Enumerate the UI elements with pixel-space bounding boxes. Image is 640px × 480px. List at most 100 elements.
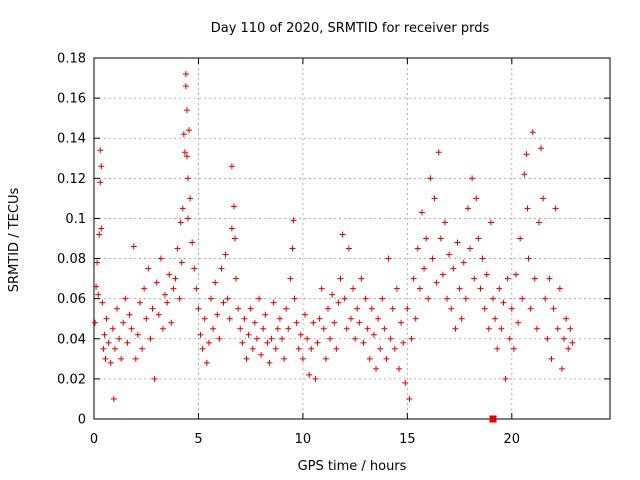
data-point xyxy=(207,295,214,302)
data-point xyxy=(182,83,189,90)
data-point xyxy=(306,371,313,378)
data-point xyxy=(481,305,488,312)
data-point xyxy=(99,299,106,306)
data-point xyxy=(524,205,531,212)
data-point xyxy=(377,345,384,352)
data-point xyxy=(98,225,105,232)
data-point xyxy=(429,255,436,262)
data-point xyxy=(185,175,192,182)
data-point xyxy=(452,325,459,332)
data-point xyxy=(181,149,188,156)
data-point xyxy=(410,275,417,282)
data-point xyxy=(444,295,451,302)
data-point xyxy=(421,265,428,272)
data-point xyxy=(437,235,444,242)
data-point xyxy=(519,295,526,302)
data-point xyxy=(174,245,181,252)
data-point xyxy=(454,239,461,246)
data-point xyxy=(462,295,469,302)
y-tick-label: 0.18 xyxy=(57,52,86,67)
data-point xyxy=(521,171,528,178)
data-point xyxy=(283,305,290,312)
data-point xyxy=(490,295,497,302)
data-point xyxy=(335,299,342,306)
data-point xyxy=(525,255,532,262)
data-point xyxy=(222,251,229,258)
data-point xyxy=(179,205,186,212)
data-point xyxy=(232,235,239,242)
data-point xyxy=(467,245,474,252)
data-point xyxy=(412,315,419,322)
data-point xyxy=(245,331,252,338)
data-point xyxy=(132,355,139,362)
data-point xyxy=(268,335,275,342)
data-point xyxy=(425,295,432,302)
data-point xyxy=(180,131,187,138)
data-point xyxy=(113,305,120,312)
data-point xyxy=(176,295,183,302)
data-point xyxy=(502,375,509,382)
y-tick-label: 0.04 xyxy=(57,332,86,347)
data-point xyxy=(195,305,202,312)
data-point xyxy=(379,295,386,302)
data-point xyxy=(253,335,260,342)
data-point xyxy=(182,71,189,78)
data-point xyxy=(97,179,104,186)
data-point xyxy=(130,243,137,250)
data-point xyxy=(533,325,540,332)
data-point xyxy=(116,335,123,342)
data-point xyxy=(393,285,400,292)
data-point xyxy=(368,305,375,312)
x-tick-label: 15 xyxy=(399,432,416,447)
data-point xyxy=(373,365,380,372)
data-point xyxy=(147,335,154,342)
data-point xyxy=(471,275,478,282)
data-point xyxy=(155,311,162,318)
data-point xyxy=(289,245,296,252)
data-point xyxy=(128,325,135,332)
data-point xyxy=(402,379,409,386)
data-point xyxy=(381,325,388,332)
data-point xyxy=(308,345,315,352)
data-point xyxy=(183,153,190,160)
data-point xyxy=(494,345,501,352)
data-point xyxy=(314,339,321,346)
axis-ticks: 0 0.02 0.04 0.06 0.08 0.1 0.12 0.14 0.16 0.18 0 5 10… xyxy=(57,52,610,447)
data-point xyxy=(97,147,104,154)
data-point xyxy=(316,315,323,322)
y-tick-label: 0.08 xyxy=(57,252,86,267)
data-point xyxy=(512,271,519,278)
data-point xyxy=(92,319,99,326)
data-point xyxy=(304,335,311,342)
data-point xyxy=(565,345,572,352)
data-point xyxy=(400,339,407,346)
data-point xyxy=(266,359,273,366)
data-point xyxy=(214,311,221,318)
data-point xyxy=(186,127,193,134)
data-point xyxy=(352,335,359,342)
data-point xyxy=(249,345,256,352)
grid-lines xyxy=(94,58,610,419)
data-point xyxy=(404,305,411,312)
data-point xyxy=(567,325,574,332)
data-point xyxy=(287,275,294,282)
data-point xyxy=(139,345,146,352)
data-point xyxy=(103,315,110,322)
data-point xyxy=(423,235,430,242)
y-tick-label: 0.16 xyxy=(57,92,86,107)
data-point xyxy=(136,299,143,306)
data-point xyxy=(109,325,116,332)
data-point xyxy=(456,285,463,292)
data-point xyxy=(535,219,542,226)
data-point xyxy=(552,205,559,212)
y-tick-label: 0.12 xyxy=(57,172,86,187)
data-point xyxy=(96,231,103,238)
data-point xyxy=(439,271,446,278)
data-point xyxy=(523,151,530,158)
data-point xyxy=(496,285,503,292)
data-point xyxy=(297,331,304,338)
data-point xyxy=(500,299,507,306)
data-point xyxy=(498,325,505,332)
data-point xyxy=(260,325,267,332)
